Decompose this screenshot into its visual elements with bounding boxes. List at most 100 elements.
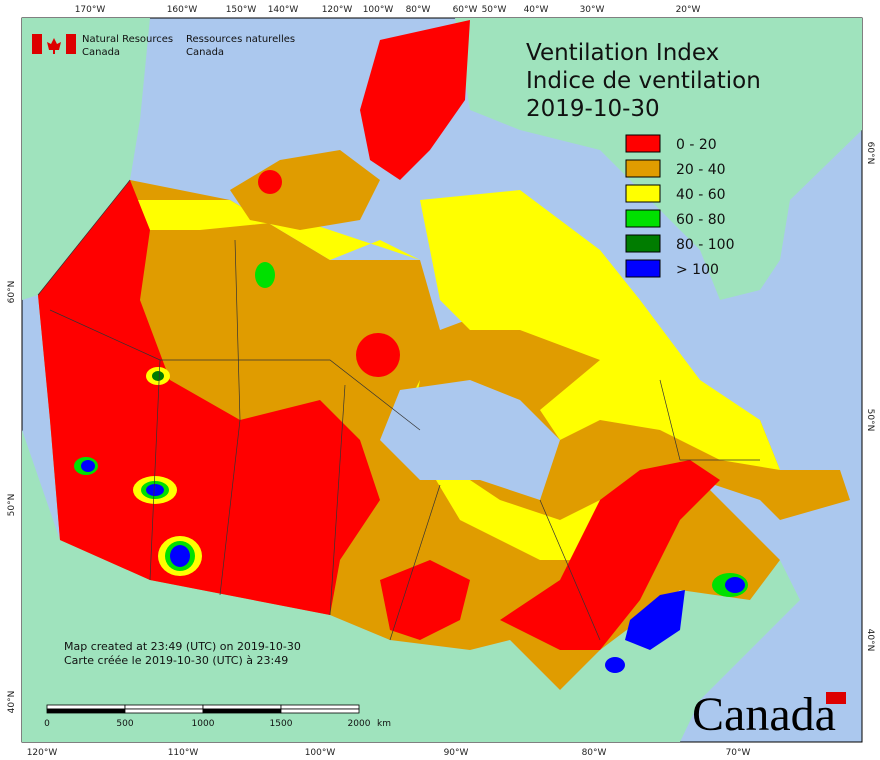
agency-fr: Canada bbox=[186, 47, 224, 58]
longitude-label: 120°W bbox=[322, 5, 353, 15]
longitude-label: 80°W bbox=[406, 5, 431, 15]
longitude-label: 70°W bbox=[726, 748, 751, 758]
note: Carte créée le 2019-10-30 (UTC) à 23:49 bbox=[64, 654, 288, 667]
zone-0-20 bbox=[360, 20, 470, 180]
scale-segment bbox=[124, 708, 204, 714]
longitude-label: 100°W bbox=[363, 5, 394, 15]
zone-gt-100 bbox=[170, 545, 190, 567]
scale-segment bbox=[46, 708, 126, 714]
hudson-bay bbox=[380, 380, 560, 500]
flag-bar bbox=[32, 34, 42, 54]
agency-en: Natural Resources bbox=[82, 34, 173, 45]
longitude-label: 170°W bbox=[75, 5, 106, 15]
agency-fr: Ressources naturelles bbox=[186, 34, 295, 45]
scale-label: 2000 bbox=[348, 719, 371, 729]
scale-segment bbox=[280, 704, 360, 710]
zone-40-60 bbox=[400, 380, 640, 560]
zone-40-60 bbox=[130, 200, 420, 260]
longitude-label: 120°W bbox=[27, 748, 58, 758]
zone-gt-100 bbox=[146, 484, 164, 496]
legend-label: 60 - 80 bbox=[676, 212, 726, 228]
latitude-label: 40°N bbox=[7, 691, 17, 714]
note: Map created at 23:49 (UTC) on 2019-10-30 bbox=[64, 640, 301, 653]
scale-segment bbox=[202, 708, 282, 714]
longitude-label: 110°W bbox=[168, 748, 199, 758]
longitude-label: 100°W bbox=[305, 748, 336, 758]
legend-swatch bbox=[625, 209, 661, 228]
border bbox=[329, 384, 346, 616]
title-en: Ventilation Index bbox=[526, 40, 719, 66]
zone-0-20 bbox=[380, 560, 470, 640]
wordmark: Canada bbox=[692, 688, 836, 741]
zone-40-60 bbox=[420, 190, 780, 470]
title-date: 2019-10-30 bbox=[526, 96, 660, 122]
maple-leaf bbox=[47, 38, 61, 54]
legend-swatch bbox=[625, 159, 661, 178]
border bbox=[539, 499, 601, 641]
wordmark-flag bbox=[826, 692, 846, 704]
longitude-label: 80°W bbox=[582, 748, 607, 758]
scale-label: 1000 bbox=[192, 719, 215, 729]
legend-swatch bbox=[625, 234, 661, 253]
longitude-label: 90°W bbox=[444, 748, 469, 758]
longitude-label: 150°W bbox=[226, 5, 257, 15]
scale-unit: km bbox=[377, 719, 391, 729]
latitude-label: 40°N bbox=[865, 629, 875, 652]
latitude-label: 60°N bbox=[7, 281, 17, 304]
scale-label: 0 bbox=[44, 719, 50, 729]
longitude-label: 20°W bbox=[676, 5, 701, 15]
border bbox=[149, 359, 161, 581]
zone-0-20 bbox=[38, 180, 380, 615]
graticule-labels: 170°W 160°W 150°W 140°W 120°W 100°W 80°W 60°W 50… bbox=[7, 5, 875, 758]
border bbox=[219, 239, 241, 596]
legend-swatch bbox=[625, 184, 661, 203]
latitude-label: 50°N bbox=[7, 494, 17, 517]
legend-swatch bbox=[625, 134, 661, 153]
scale-segment bbox=[124, 704, 204, 710]
agency-header: Natural Resources Canada Ressources natu… bbox=[32, 34, 295, 58]
legend-label: 0 - 20 bbox=[676, 137, 717, 153]
zone-0-20 bbox=[356, 333, 400, 377]
scale-segment bbox=[46, 704, 126, 710]
longitude-label: 60°W bbox=[453, 5, 478, 15]
legend: 0 - 20 20 - 40 40 - 60 60 - 80 80 - 100 > 100 bbox=[625, 134, 735, 278]
title-fr: Indice de ventilation bbox=[526, 68, 761, 94]
alaska bbox=[22, 18, 150, 300]
zone-60-80 bbox=[255, 262, 275, 288]
agency-en: Canada bbox=[82, 47, 120, 58]
legend-label: > 100 bbox=[676, 262, 719, 278]
longitude-label: 30°W bbox=[580, 5, 605, 15]
longitude-label: 50°W bbox=[482, 5, 507, 15]
scale-segment bbox=[280, 708, 360, 714]
zone-gt-100 bbox=[605, 657, 625, 673]
longitude-label: 40°W bbox=[524, 5, 549, 15]
zone-0-20 bbox=[500, 460, 720, 650]
zone-80-100 bbox=[152, 371, 164, 381]
zone-20-40 bbox=[230, 150, 380, 230]
legend-label: 20 - 40 bbox=[676, 162, 726, 178]
zone-gt-100 bbox=[81, 460, 95, 472]
scale-bar: 0 500 1000 1500 2000 km bbox=[44, 704, 391, 729]
border bbox=[659, 379, 760, 461]
border bbox=[389, 484, 441, 641]
index-field bbox=[38, 20, 850, 690]
zone-gt-100 bbox=[625, 590, 685, 650]
latitude-label: 60°N bbox=[865, 142, 875, 165]
borders bbox=[37, 179, 760, 641]
latitude-label: 50°N bbox=[865, 409, 875, 432]
scale-label: 1500 bbox=[270, 719, 293, 729]
zone-0-20 bbox=[258, 170, 282, 194]
border bbox=[49, 309, 421, 431]
legend-label: 80 - 100 bbox=[676, 237, 735, 253]
longitude-label: 140°W bbox=[268, 5, 299, 15]
scale-segment bbox=[202, 704, 282, 710]
scale-label: 500 bbox=[116, 719, 133, 729]
greenland bbox=[455, 18, 862, 300]
flag-bar bbox=[66, 34, 76, 54]
longitude-label: 160°W bbox=[167, 5, 198, 15]
border bbox=[37, 179, 131, 296]
legend-label: 40 - 60 bbox=[676, 187, 726, 203]
zone-gt-100 bbox=[725, 577, 745, 593]
legend-swatch bbox=[625, 259, 661, 278]
